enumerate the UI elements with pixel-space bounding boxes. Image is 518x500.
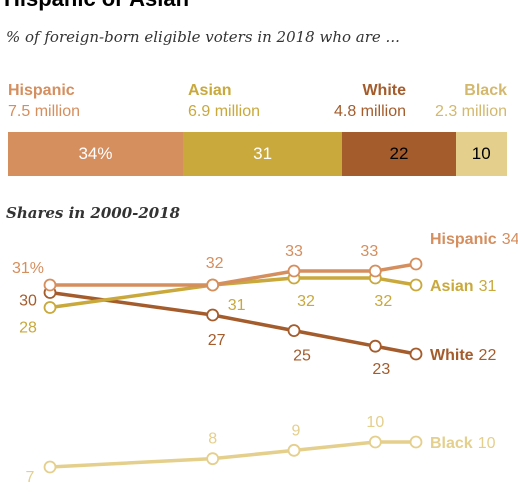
legend-value-asian: 6.9 million [188, 103, 261, 120]
bar-segment-white: 22 [342, 132, 456, 176]
point-white-2008 [206, 308, 220, 322]
data-label-white-2008: 27 [208, 332, 226, 349]
bar-label-asian: 31 [253, 144, 273, 163]
data-label-hispanic-2012: 33 [285, 243, 303, 260]
point-black-2018 [409, 435, 423, 449]
section-title: Shares in 2000-2018 [6, 204, 181, 222]
end-value-black: 10 [478, 435, 496, 452]
bar-label-hispanic: 34% [78, 144, 113, 163]
point-black-2008 [206, 452, 220, 466]
bar-segment-hispanic: 34% [8, 132, 183, 176]
data-label-white-2012: 25 [293, 348, 311, 365]
bar-label-white: 22 [389, 144, 409, 163]
data-label-black-2012: 9 [292, 422, 301, 439]
point-white-2016 [368, 339, 382, 353]
end-label-hispanic: Hispanic [430, 231, 497, 248]
data-label-asian-2008: 31 [228, 297, 246, 314]
point-hispanic-2000 [43, 278, 57, 292]
data-label-white-2016: 23 [372, 361, 390, 378]
legend-value-hispanic: 7.5 million [8, 103, 81, 120]
legend-value-white: 4.8 million [333, 103, 406, 120]
legend-label-white: White [362, 82, 406, 99]
data-label-white-2000: 30 [19, 293, 37, 310]
point-hispanic-2008 [206, 278, 220, 292]
series-line-black [49, 440, 416, 469]
data-label-black-2016: 10 [366, 414, 384, 431]
subtitle: % of foreign-born eligible voters in 201… [6, 28, 400, 46]
bar-segment-black: 10 [455, 132, 507, 176]
point-white-2018 [409, 347, 423, 361]
end-value-hispanic: 34 [502, 231, 518, 248]
data-label-asian-2012: 32 [297, 293, 315, 310]
data-label-asian-2016: 32 [374, 293, 392, 310]
data-label-black-2008: 8 [208, 431, 217, 448]
point-black-2012 [287, 443, 301, 457]
data-label-hispanic-2000: 31% [12, 260, 44, 277]
legend-label-black: Black [464, 82, 507, 99]
point-white-2012 [287, 324, 301, 338]
point-black-2000 [43, 460, 57, 474]
bar-segment-asian: 31 [182, 132, 343, 176]
point-asian-2018 [409, 278, 423, 292]
data-label-black-2000: 7 [26, 469, 35, 486]
data-label-hispanic-2008: 32 [206, 255, 224, 272]
point-hispanic-2018 [409, 257, 423, 271]
legend-label-asian: Asian [188, 82, 232, 99]
data-label-asian-2000: 28 [19, 320, 37, 337]
end-value-asian: 31 [479, 278, 497, 295]
end-label-asian: Asian [430, 278, 474, 295]
legend-value-black: 2.3 million [434, 103, 507, 120]
page-title: Hispanic or Asian [4, 0, 189, 12]
stacked-bar: 34% 31 22 10 [8, 132, 507, 176]
data-label-hispanic-2016: 33 [360, 243, 378, 260]
legend-label-hispanic: Hispanic [8, 82, 75, 99]
series-line-hispanic [50, 262, 417, 287]
end-label-black: Black [430, 435, 473, 452]
point-black-2016 [368, 435, 382, 449]
point-hispanic-2012 [287, 264, 301, 278]
point-asian-2000 [43, 301, 57, 314]
end-label-white: White [430, 347, 474, 364]
end-value-white: 22 [479, 347, 497, 364]
bar-label-black: 10 [471, 144, 491, 163]
point-hispanic-2016 [368, 264, 382, 278]
